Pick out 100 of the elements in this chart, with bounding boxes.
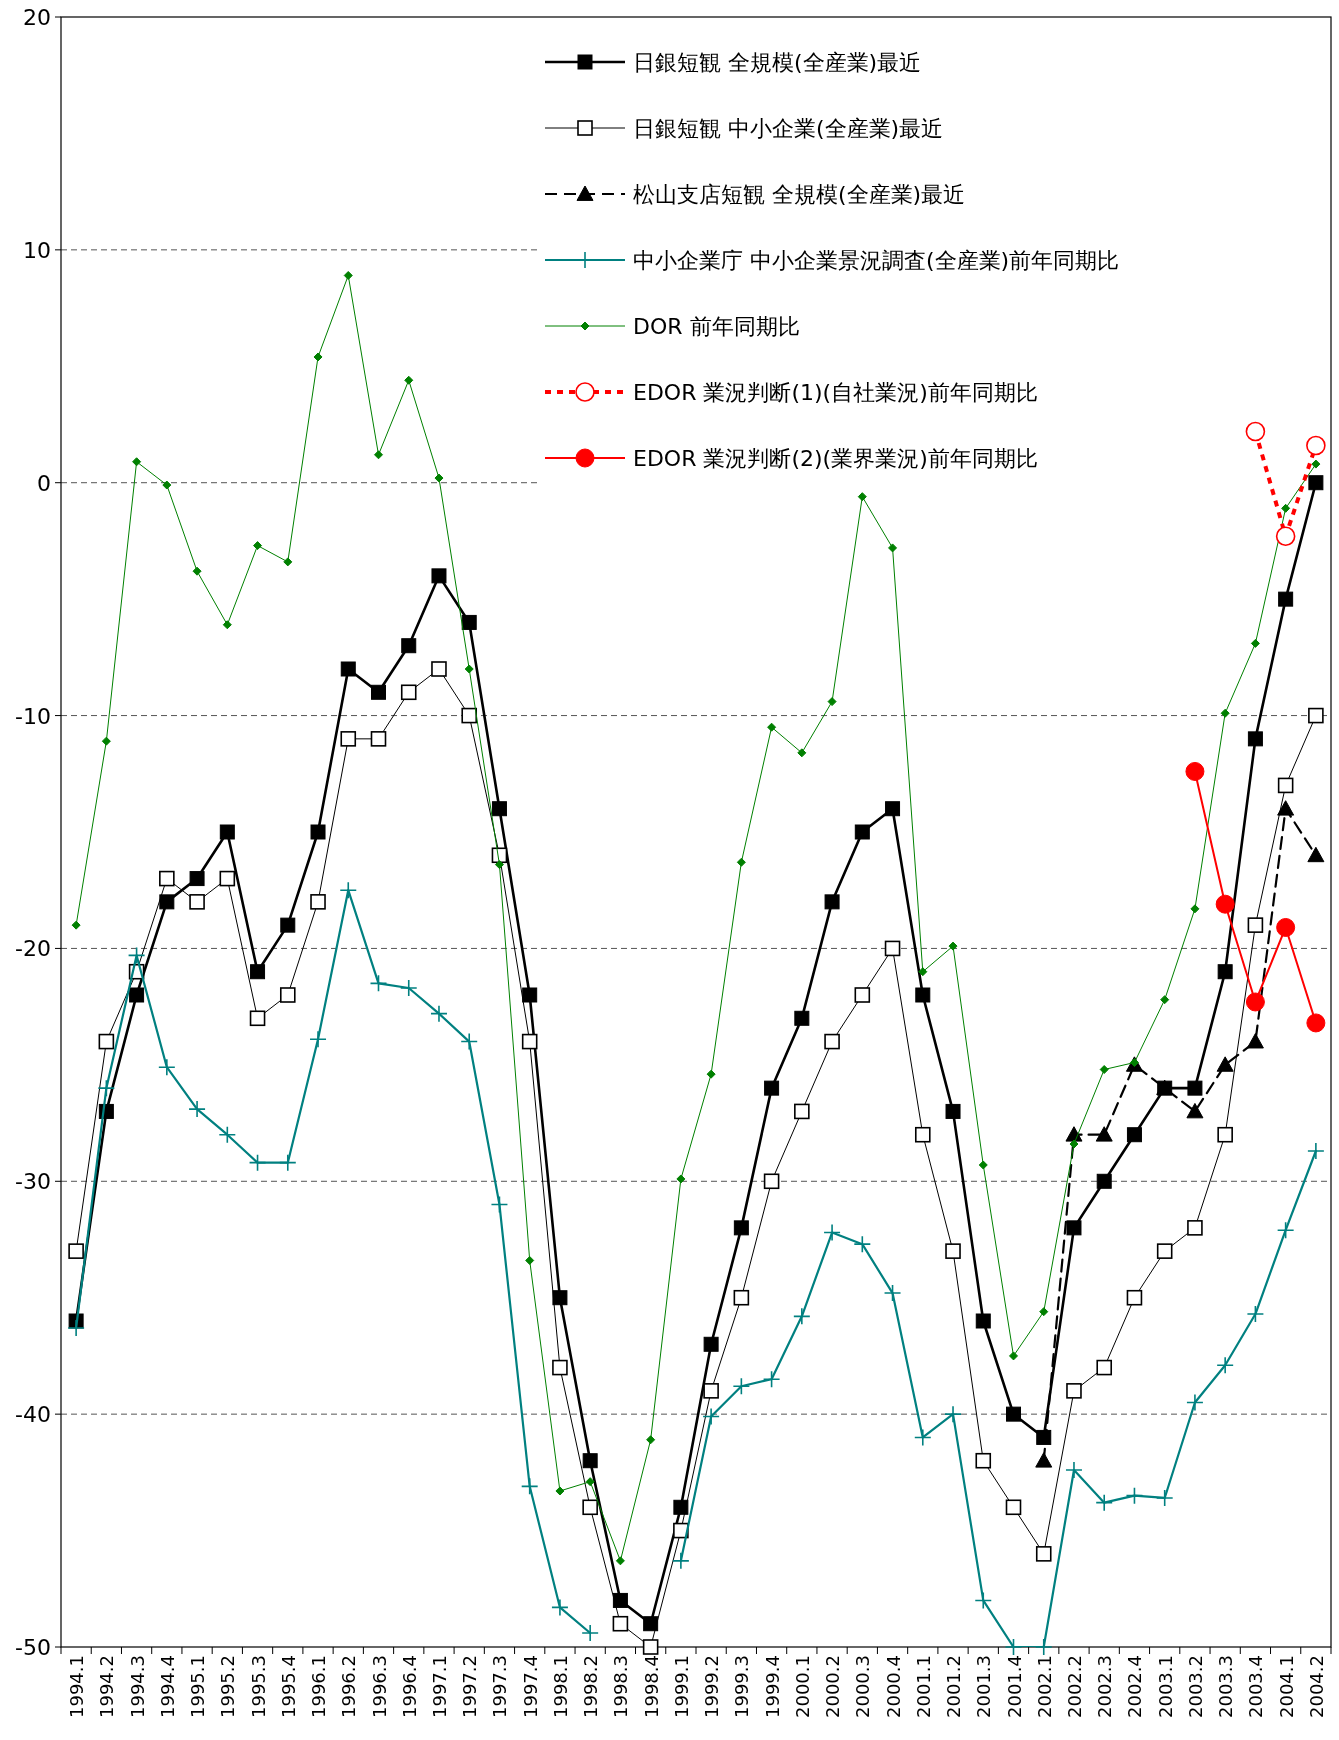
point — [1215, 894, 1235, 914]
point — [1039, 1307, 1049, 1317]
point — [612, 1615, 629, 1632]
y-tick-label: 0 — [37, 470, 51, 496]
point — [1306, 435, 1326, 456]
point — [525, 1255, 535, 1265]
point — [945, 1103, 961, 1119]
point — [1216, 1356, 1234, 1375]
point — [581, 1624, 599, 1642]
point — [794, 1010, 810, 1026]
point — [310, 824, 326, 840]
point — [369, 974, 388, 993]
point — [97, 1079, 116, 1097]
point — [918, 967, 928, 977]
x-tick-label: 1996.2 — [338, 1655, 360, 1718]
point — [189, 871, 205, 887]
point — [1277, 800, 1295, 816]
point — [1185, 761, 1205, 781]
point — [98, 1033, 115, 1050]
point — [1034, 1638, 1053, 1656]
point — [1155, 1489, 1174, 1507]
y-tick-label: 10 — [23, 237, 51, 263]
point — [280, 917, 296, 933]
x-tick-label: 1994.4 — [156, 1655, 178, 1718]
x-tick-label: 2004.2 — [1305, 1655, 1327, 1718]
x-tick-label: 2003.2 — [1184, 1655, 1206, 1718]
point — [1220, 708, 1230, 718]
point — [1250, 638, 1260, 648]
point — [552, 1290, 568, 1306]
point — [522, 987, 538, 1003]
point — [460, 1032, 479, 1051]
x-tick-label: 1999.3 — [731, 1655, 753, 1718]
point — [1096, 1359, 1113, 1376]
point — [189, 894, 205, 910]
point — [642, 1639, 659, 1655]
point — [944, 1405, 962, 1423]
point — [1066, 1220, 1082, 1236]
point — [824, 894, 840, 910]
point — [945, 1243, 961, 1259]
point — [159, 870, 175, 887]
y-tick-label: -40 — [15, 1402, 51, 1428]
point — [401, 638, 417, 654]
point — [1069, 1139, 1079, 1149]
point — [188, 1100, 206, 1118]
point — [222, 620, 232, 630]
point — [763, 1173, 780, 1190]
x-tick-label: 1997.1 — [428, 1655, 450, 1718]
y-tick-label: -20 — [15, 936, 51, 962]
point — [706, 1069, 716, 1079]
x-tick-label: 1999.2 — [701, 1655, 723, 1718]
point — [520, 1477, 539, 1496]
x-tick-label: 1994.3 — [126, 1655, 148, 1718]
x-tick-label: 1998.1 — [549, 1655, 571, 1718]
x-tick-label: 1999.1 — [670, 1655, 692, 1718]
point — [67, 1319, 85, 1337]
point — [132, 457, 142, 467]
x-tick-label: 2000.4 — [882, 1655, 904, 1718]
point — [340, 731, 357, 747]
point — [374, 450, 383, 460]
point — [1156, 1243, 1173, 1259]
point — [434, 473, 444, 483]
point — [1276, 917, 1296, 937]
x-tick-label: 1994.2 — [96, 1655, 118, 1718]
point — [736, 857, 746, 867]
point — [250, 964, 266, 980]
x-tick-label: 1995.3 — [247, 1655, 269, 1718]
point — [310, 894, 326, 910]
point — [431, 568, 447, 584]
point — [1246, 1305, 1265, 1323]
point — [1095, 1126, 1113, 1142]
point — [1247, 731, 1263, 747]
point — [491, 801, 507, 817]
y-tick-label: -50 — [15, 1635, 51, 1660]
point — [219, 824, 235, 840]
legend-label: EDOR 業況判断(2)(業界業況)前年同期比 — [633, 446, 1038, 471]
point — [1190, 904, 1200, 914]
point — [797, 748, 807, 758]
point — [1246, 1033, 1264, 1049]
point — [854, 824, 870, 840]
point — [127, 946, 146, 965]
point — [1126, 1127, 1142, 1143]
point — [552, 1359, 568, 1376]
point — [615, 1556, 625, 1566]
point — [1247, 917, 1264, 933]
point — [913, 1428, 932, 1447]
point — [461, 614, 477, 630]
point — [464, 664, 474, 674]
point — [888, 543, 898, 553]
x-tick-label: 1996.4 — [398, 1655, 420, 1718]
point — [283, 557, 293, 567]
point — [762, 1370, 781, 1389]
point — [676, 1174, 686, 1184]
point — [343, 270, 353, 280]
point — [585, 1477, 595, 1487]
x-tick-label: 2000.3 — [852, 1655, 874, 1718]
x-tick-label: 2002.2 — [1063, 1655, 1085, 1718]
x-tick-label: 2000.2 — [822, 1655, 844, 1718]
x-tick-label: 1998.2 — [580, 1655, 602, 1718]
y-tick-label: -30 — [15, 1169, 51, 1195]
y-tick-label: -10 — [15, 703, 51, 729]
